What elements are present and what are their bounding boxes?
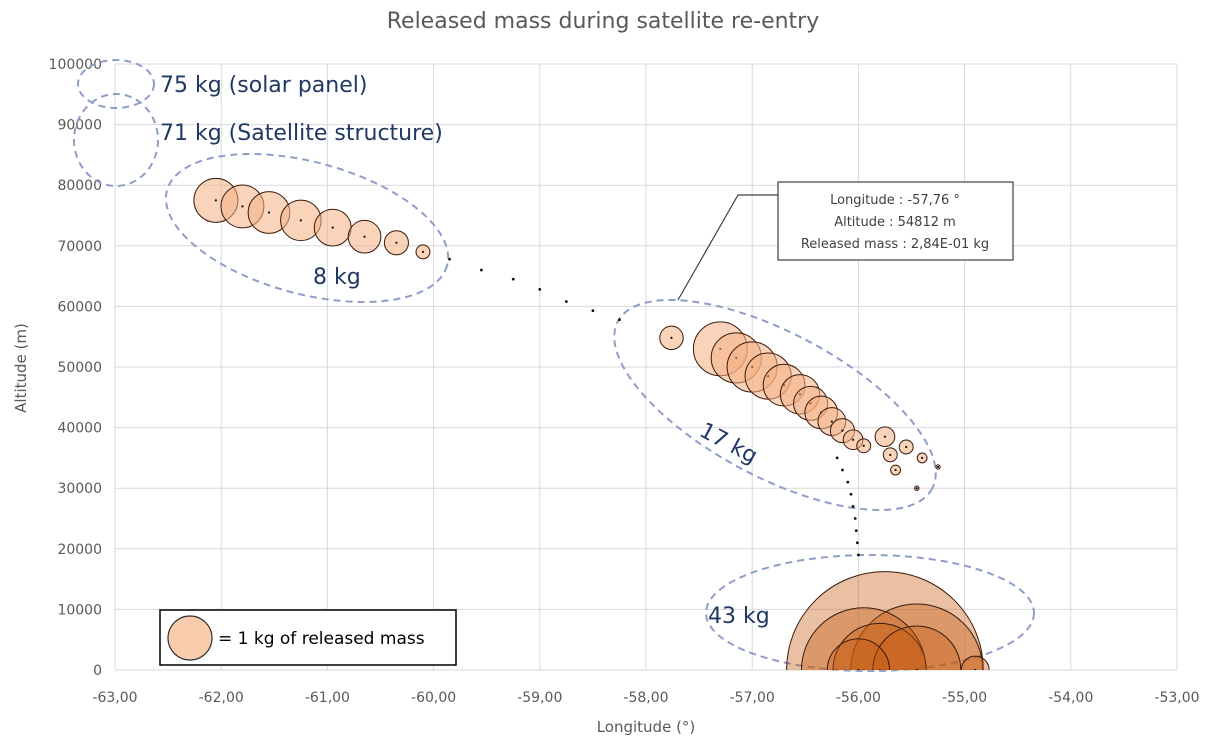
- data-bubble: [786, 571, 984, 670]
- x-tick-label: -57,00: [730, 690, 775, 706]
- bubble-center-dot: [851, 438, 855, 441]
- cluster-outline-structure: [73, 93, 159, 187]
- cluster-outline-8kg: [164, 153, 450, 303]
- x-tick-label: -55,00: [942, 690, 987, 706]
- bubble-center-dot: [267, 211, 271, 214]
- chart-title: Released mass during satellite re-entry: [387, 9, 820, 34]
- tick-labels: -63,00 -62,00 -61,00 -60,00 -59,00 -58,00 -57,…: [49, 57, 1200, 706]
- bubble-center-dot: [331, 226, 334, 229]
- callout-longitude: Longitude : -57,76 °: [830, 193, 960, 208]
- bubble-center-dot: [299, 219, 302, 222]
- gridlines: [114, 63, 1178, 671]
- bubble-center-dot: [905, 445, 908, 449]
- x-tick-label: -60,00: [411, 690, 456, 706]
- bubble-center-dot: [241, 205, 244, 208]
- x-tick-label: -59,00: [517, 690, 562, 706]
- x-axis-title: Longitude (°): [597, 718, 696, 736]
- y-tick-label: 40000: [57, 421, 102, 437]
- cluster-outline-solar-panel: [77, 59, 155, 109]
- x-tick-label: -63,00: [92, 690, 137, 706]
- bubble-center-dot: [395, 241, 398, 244]
- legend-label: = 1 kg of released mass: [218, 629, 425, 649]
- data-point: [841, 468, 844, 472]
- y-tick-label: 20000: [57, 542, 102, 558]
- cluster-label-structure: 71 kg (Satellite structure): [160, 121, 443, 146]
- cluster-outline-17kg: [613, 299, 937, 511]
- data-point: [851, 504, 855, 508]
- data-point: [835, 456, 839, 460]
- data-point: [591, 309, 595, 313]
- cluster-label-43kg: 43 kg: [708, 604, 770, 629]
- bubble-center-dot: [974, 668, 977, 670]
- bubble-center-dot: [830, 420, 833, 423]
- y-tick-label: 10000: [57, 602, 102, 618]
- y-tick-label: 60000: [57, 299, 102, 315]
- x-tick-label: -61,00: [305, 690, 350, 706]
- bubble-center-dot: [857, 668, 860, 670]
- callout-leader-line: [677, 194, 778, 301]
- y-tick-label: 100000: [49, 57, 102, 73]
- bubble-center-dot: [421, 250, 425, 253]
- bubble-center-dot: [214, 199, 217, 202]
- callout-released-mass: Released mass : 2,84E-01 kg: [801, 237, 989, 252]
- data-point: [846, 480, 850, 484]
- data-point: [857, 553, 860, 557]
- callout-box: [777, 181, 1014, 261]
- legend-bubble-icon: [167, 615, 213, 661]
- cluster-outlines: [73, 59, 1035, 672]
- data-point: [479, 268, 483, 272]
- data-bubble: [872, 625, 962, 670]
- cluster-label-8kg: 8 kg: [313, 265, 361, 290]
- bubble-center-dot: [921, 456, 924, 459]
- data-bubble: [960, 655, 990, 670]
- bubble-center-dot: [889, 453, 892, 456]
- data-point: [853, 517, 857, 520]
- data-point: [511, 277, 515, 281]
- bubble-center-dot: [894, 468, 897, 472]
- cluster-label-solar-panel: 75 kg (solar panel): [160, 73, 367, 98]
- y-tick-label: 70000: [57, 239, 102, 255]
- bubble-center-dot: [915, 668, 918, 670]
- x-tick-label: -56,00: [836, 690, 881, 706]
- data-point: [538, 288, 542, 291]
- x-tick-label: -54,00: [1048, 690, 1093, 706]
- y-tick-label: 90000: [57, 118, 102, 134]
- bubble-center-dot: [363, 235, 366, 238]
- bubble-center-dot: [878, 668, 881, 670]
- data-point: [448, 257, 451, 261]
- bubble-center-dot: [841, 429, 844, 432]
- data-point: [618, 318, 621, 322]
- x-tick-label: -62,00: [199, 690, 244, 706]
- y-tick-label: 30000: [57, 481, 102, 497]
- bubble-center-dot: [915, 487, 918, 490]
- data-point: [849, 492, 853, 496]
- data-bubble: [826, 638, 891, 670]
- x-tick-label: -58,00: [623, 690, 668, 706]
- bubble-center-dot: [670, 336, 673, 339]
- x-tick-label: -53,00: [1154, 690, 1199, 706]
- bubble-center-dot: [883, 435, 887, 438]
- callout-altitude: Altitude : 54812 m: [834, 215, 956, 230]
- y-tick-label: 0: [93, 663, 102, 679]
- data-point: [564, 300, 568, 303]
- data-point: [855, 541, 859, 545]
- bubble-center-dot: [883, 668, 887, 670]
- bubble-center-dot: [936, 465, 940, 469]
- y-axis-title: Altitude (m): [12, 323, 30, 413]
- bubble-center-dot: [862, 444, 865, 447]
- data-point: [854, 529, 858, 533]
- y-tick-label: 50000: [57, 360, 102, 376]
- y-tick-label: 80000: [57, 178, 102, 194]
- cluster-outline-43kg: [705, 554, 1035, 672]
- bubble-center-dot: [862, 668, 865, 670]
- bubble-series: [193, 177, 990, 670]
